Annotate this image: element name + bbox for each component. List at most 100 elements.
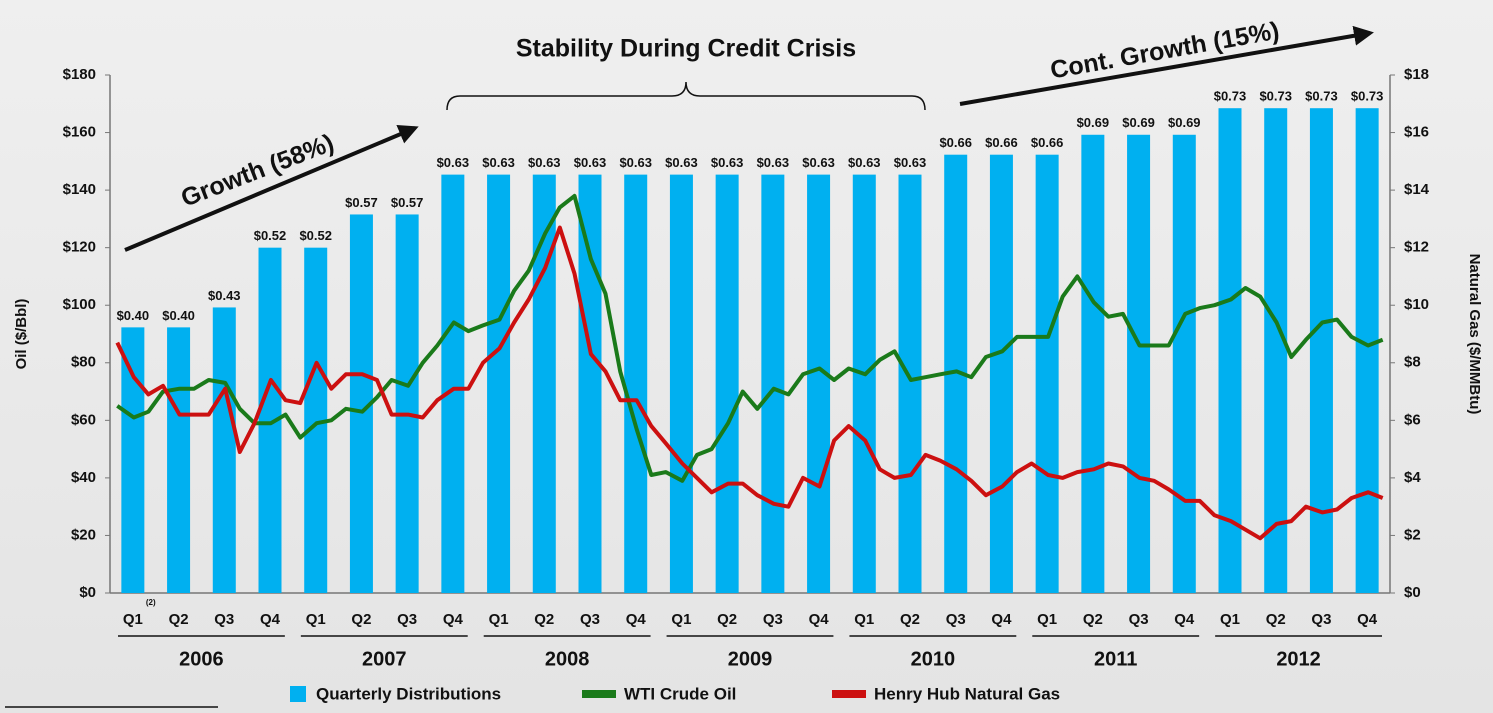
annotation: Cont. Growth (15%) — [1048, 17, 1281, 85]
x-tick-label: Q2 — [1083, 611, 1103, 628]
y2-tick-label: $4 — [1404, 469, 1421, 486]
y-tick-label: $140 — [63, 181, 96, 198]
value-label: $0.63 — [482, 155, 515, 170]
bar — [121, 327, 145, 593]
bar — [715, 174, 739, 593]
y-tick-label: $160 — [63, 124, 96, 141]
value-label: $0.40 — [117, 308, 150, 323]
bar — [349, 214, 373, 593]
line — [115, 225, 1384, 541]
value-label: $0.43 — [208, 288, 241, 303]
value-label: $0.52 — [254, 228, 287, 243]
y-tick-label: $100 — [63, 296, 96, 313]
bar — [807, 174, 831, 593]
value-label: $0.66 — [1031, 135, 1064, 150]
x-tick-label: Q2 — [534, 611, 554, 628]
y-tick-label: $60 — [71, 411, 96, 428]
x-tick-label: Q4 — [443, 611, 464, 628]
y-tick-label: $120 — [63, 239, 96, 256]
bar — [1309, 108, 1333, 593]
bar — [212, 307, 236, 593]
bar — [1218, 108, 1242, 593]
y2-axis-label: Natural Gas ($/MMBtu) — [1466, 254, 1483, 415]
bar — [1127, 134, 1151, 593]
y-tick-label: $80 — [71, 354, 96, 371]
value-label: $0.63 — [528, 155, 561, 170]
x-tick-label: Q3 — [763, 611, 783, 628]
bar — [669, 174, 693, 593]
value-label: $0.57 — [391, 195, 424, 210]
value-label: $0.63 — [757, 155, 790, 170]
bar — [1035, 154, 1059, 593]
year-label: 2011 — [1094, 648, 1137, 670]
legend-label: Quarterly Distributions — [316, 684, 501, 703]
bar — [944, 154, 968, 593]
y-tick-label: $180 — [63, 66, 96, 83]
x-tick-label: Q3 — [946, 611, 966, 628]
bar — [1081, 134, 1105, 593]
value-label: $0.63 — [619, 155, 652, 170]
x-tick-label: Q3 — [580, 611, 600, 628]
year-label: 2006 — [179, 648, 224, 670]
legend-label: WTI Crude Oil — [624, 684, 736, 703]
x-tick-label: Q3 — [1129, 611, 1149, 628]
x-tick-label: Q2 — [169, 611, 189, 628]
y2-tick-label: $18 — [1404, 66, 1429, 83]
year-label: 2007 — [362, 648, 407, 670]
x-tick-label: Q2 — [1266, 611, 1286, 628]
bar — [395, 214, 419, 593]
y2-tick-label: $8 — [1404, 354, 1421, 371]
bar — [898, 174, 922, 593]
bar — [852, 174, 876, 593]
x-tick-label: Q4 — [260, 611, 281, 628]
y2-tick-label: $6 — [1404, 411, 1421, 428]
value-label: $0.73 — [1214, 89, 1247, 104]
y2-tick-label: $16 — [1404, 124, 1429, 141]
x-tick-label: Q1 — [1220, 611, 1240, 628]
x-tick-label: Q2 — [900, 611, 920, 628]
brace — [446, 81, 926, 111]
value-label: $0.69 — [1077, 115, 1110, 130]
y2-tick-label: $0 — [1404, 584, 1421, 601]
legend-swatch — [290, 686, 306, 702]
value-label: $0.63 — [665, 155, 698, 170]
x-tick-label: Q2 — [717, 611, 737, 628]
y-axis-label: Oil ($/Bbl) — [13, 299, 30, 370]
value-label: $0.73 — [1305, 89, 1338, 104]
legend-swatch — [832, 690, 866, 698]
x-tick-label: Q1 — [489, 611, 509, 628]
bar — [167, 327, 191, 593]
value-label: $0.63 — [574, 155, 607, 170]
x-tick-label: Q1 — [123, 611, 143, 628]
year-label: 2012 — [1276, 648, 1321, 670]
value-label: $0.63 — [802, 155, 835, 170]
value-label: $0.69 — [1168, 115, 1201, 130]
growth-arrow — [959, 25, 1374, 106]
value-label: $0.66 — [985, 135, 1018, 150]
value-label: $0.69 — [1122, 115, 1155, 130]
value-label: $0.73 — [1259, 89, 1292, 104]
value-label: $0.63 — [848, 155, 881, 170]
value-label: $0.52 — [299, 228, 332, 243]
value-label: $0.40 — [162, 308, 195, 323]
x-tick-label: Q1 — [1037, 611, 1057, 628]
x-tick-label: Q4 — [1357, 611, 1378, 628]
bar — [441, 174, 465, 593]
x-tick-label: Q4 — [1174, 611, 1195, 628]
x-tick-label: Q3 — [1311, 611, 1331, 628]
bar — [624, 174, 648, 593]
y2-tick-label: $14 — [1404, 181, 1430, 198]
x-tick-label: Q1 — [854, 611, 874, 628]
x-tick-label: Q1 — [671, 611, 691, 628]
bar — [1355, 108, 1379, 593]
growth-arrow — [124, 124, 419, 252]
y2-tick-label: $2 — [1404, 526, 1421, 543]
y2-tick-label: $10 — [1404, 296, 1429, 313]
bar — [578, 174, 602, 593]
value-label: $0.63 — [437, 155, 470, 170]
bar — [1264, 108, 1288, 593]
year-label: 2008 — [545, 648, 590, 670]
bar — [258, 247, 282, 593]
bar — [761, 174, 785, 593]
